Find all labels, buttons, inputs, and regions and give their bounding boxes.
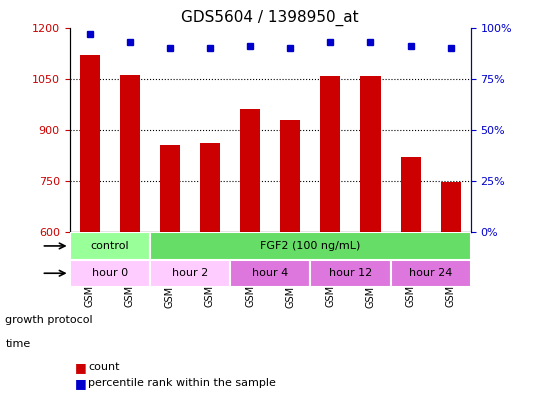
Bar (200, 143, 220, 232)
Text: growth protocol: growth protocol (5, 315, 93, 325)
Bar (441, 182, 461, 232)
Text: ■: ■ (75, 361, 87, 374)
FancyBboxPatch shape (230, 260, 310, 287)
Bar (401, 157, 421, 232)
Bar (320, 76, 340, 232)
Bar (80, 55, 100, 232)
Text: hour 24: hour 24 (409, 268, 453, 278)
FancyBboxPatch shape (391, 260, 471, 287)
Text: count: count (88, 362, 120, 373)
Bar (240, 109, 260, 232)
FancyBboxPatch shape (150, 260, 230, 287)
FancyBboxPatch shape (70, 260, 150, 287)
FancyBboxPatch shape (310, 260, 391, 287)
Text: ■: ■ (75, 376, 87, 390)
FancyBboxPatch shape (70, 232, 150, 260)
Text: hour 4: hour 4 (252, 268, 288, 278)
Text: time: time (5, 339, 30, 349)
Text: hour 0: hour 0 (91, 268, 128, 278)
Text: hour 2: hour 2 (172, 268, 208, 278)
Bar (280, 119, 300, 232)
Text: hour 12: hour 12 (329, 268, 372, 278)
Text: FGF2 (100 ng/mL): FGF2 (100 ng/mL) (260, 241, 361, 251)
Text: percentile rank within the sample: percentile rank within the sample (88, 378, 276, 388)
Bar (120, 75, 140, 232)
Title: GDS5604 / 1398950_at: GDS5604 / 1398950_at (181, 10, 359, 26)
Text: control: control (90, 241, 129, 251)
Bar (361, 76, 380, 232)
FancyBboxPatch shape (150, 232, 471, 260)
Bar (160, 145, 180, 232)
